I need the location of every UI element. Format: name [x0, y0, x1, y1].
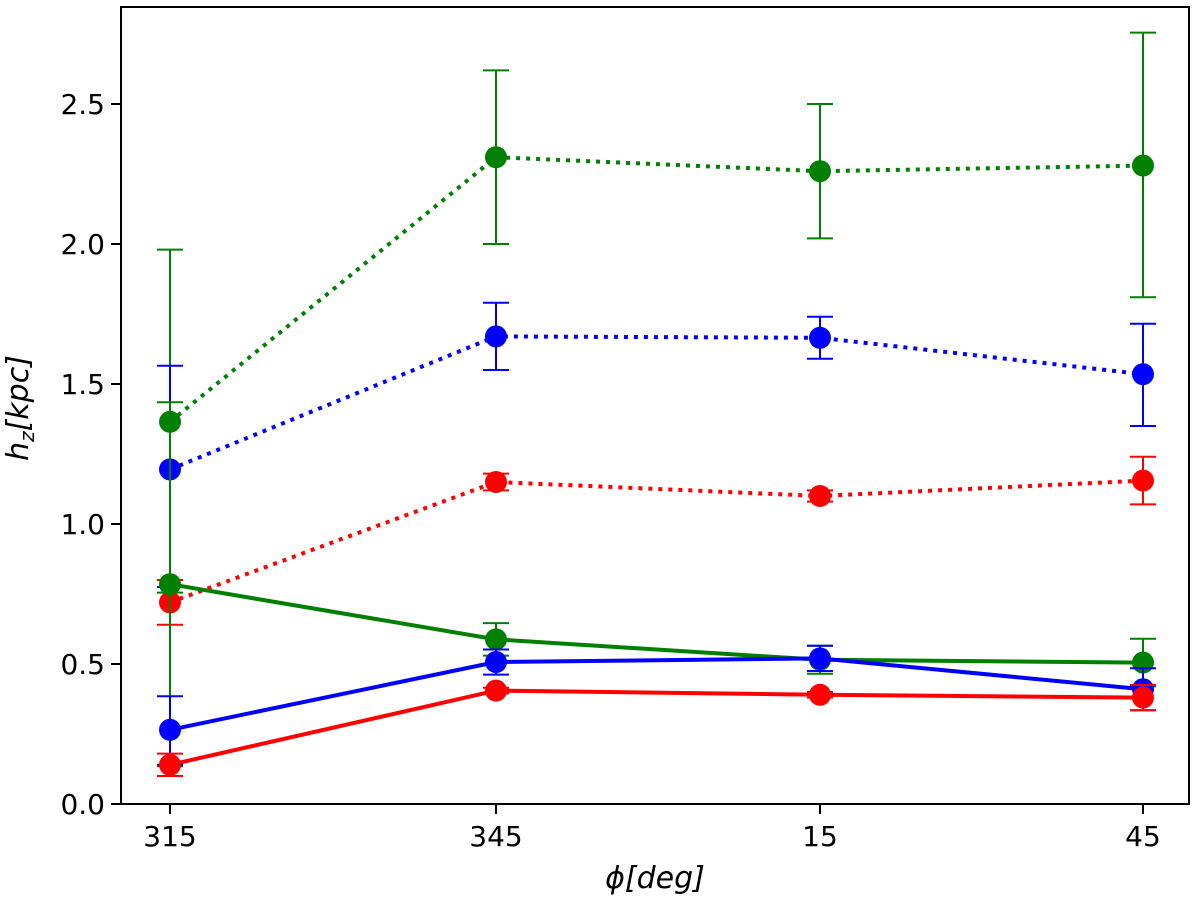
x-axis-label: ϕ[deg] [605, 861, 705, 896]
plot-frame [120, 6, 1190, 805]
series-line [168, 155, 1144, 424]
series-line [169, 582, 1144, 665]
data-point [809, 485, 831, 507]
y-tick-label: 0.5 [60, 648, 105, 681]
y-tick-label: 2.5 [60, 88, 105, 121]
x-tick-label: 345 [469, 820, 522, 853]
data-point [485, 471, 507, 493]
data-point [1132, 469, 1154, 492]
data-point [809, 647, 831, 670]
data-point [485, 651, 507, 674]
series-red-dotted [157, 455, 1156, 626]
x-tick-label: 15 [802, 820, 838, 853]
series-blue-solid [157, 644, 1156, 766]
series-line [169, 688, 1144, 767]
data-point [485, 628, 507, 651]
series-line [169, 478, 1144, 605]
y-tick-label: 2.0 [60, 228, 105, 261]
y-tick-label: 1.5 [60, 368, 105, 401]
series-red-solid [157, 679, 1156, 777]
data-point [809, 683, 831, 706]
data-point [485, 325, 507, 348]
data-point [485, 679, 507, 702]
data-point [1132, 686, 1154, 709]
y-axis-label: hz[kpc] [1, 355, 39, 461]
data-point [1132, 154, 1154, 177]
series-line [169, 656, 1144, 732]
series-layer [157, 31, 1156, 777]
y-axis: 0.0 0.5 1.0 1.5 2.0 2.5 [60, 88, 121, 821]
series-green-solid [157, 401, 1156, 768]
data-point [485, 146, 507, 169]
series-blue-dotted [157, 301, 1156, 588]
y-tick-label: 1.0 [60, 508, 105, 541]
data-point [159, 718, 181, 741]
data-point [809, 160, 831, 183]
x-tick-label: 45 [1125, 820, 1161, 853]
series-line [169, 334, 1144, 472]
data-point [159, 573, 181, 596]
data-point [809, 326, 831, 349]
x-tick-label: 315 [143, 820, 196, 853]
y-tick-label: 0.0 [60, 788, 105, 821]
data-point [159, 753, 181, 776]
x-axis: 315 345 15 45 [143, 804, 1161, 853]
data-point [1132, 363, 1154, 386]
series-green-dotted [157, 31, 1156, 594]
